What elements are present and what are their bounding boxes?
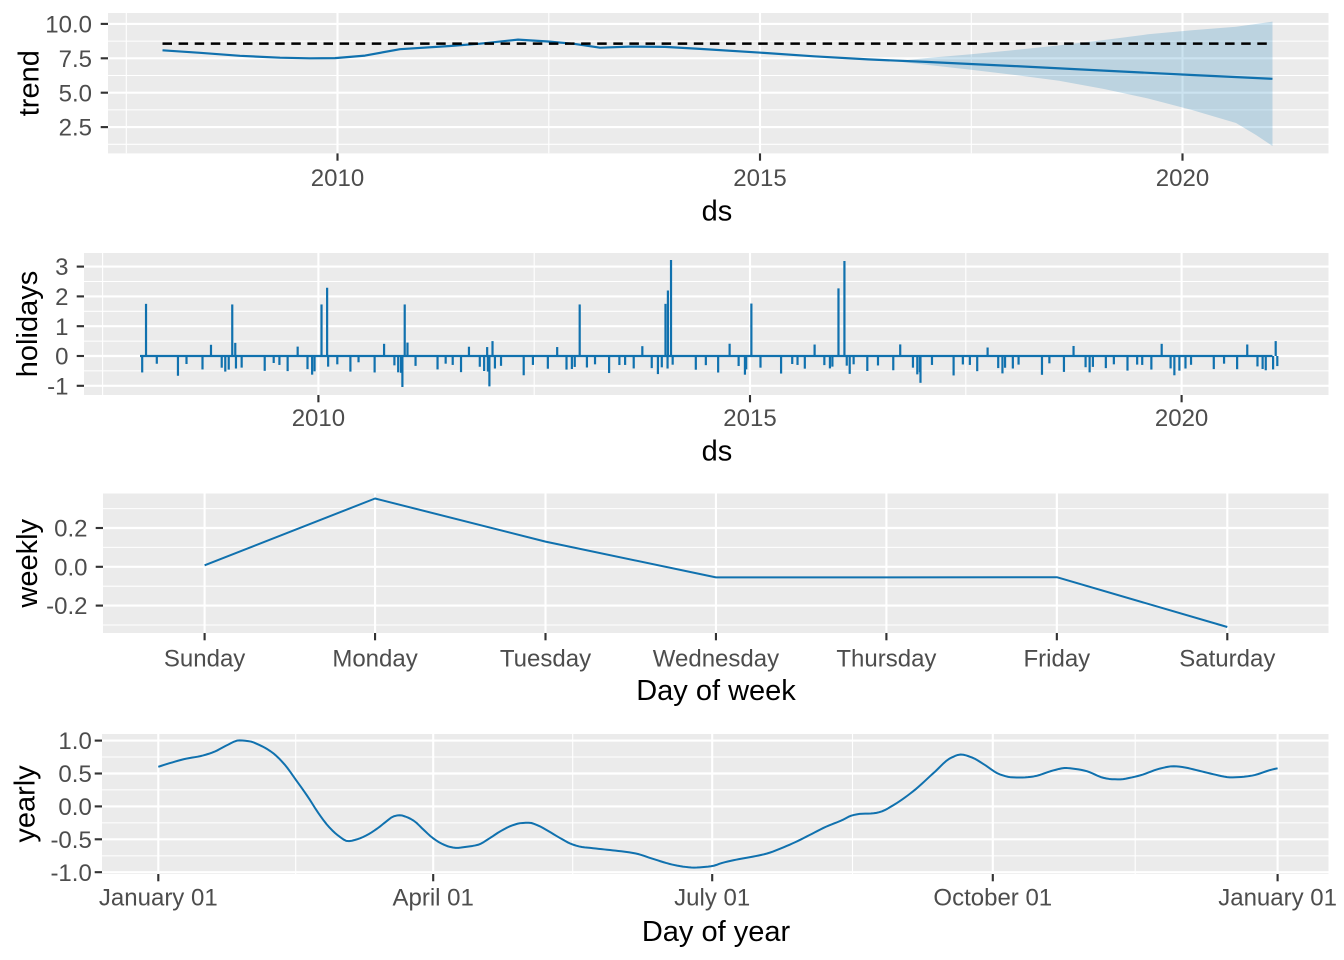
svg-text:0.0: 0.0 <box>58 794 91 821</box>
svg-text:0.2: 0.2 <box>54 516 87 543</box>
svg-text:Friday: Friday <box>1024 646 1091 673</box>
svg-text:7.5: 7.5 <box>59 46 92 73</box>
svg-text:Thursday: Thursday <box>836 646 936 673</box>
svg-text:April 01: April 01 <box>393 885 474 912</box>
svg-text:-0.2: -0.2 <box>46 593 87 620</box>
svg-text:2020: 2020 <box>1155 405 1208 432</box>
svg-text:Day of year: Day of year <box>642 916 791 948</box>
svg-text:Saturday: Saturday <box>1179 646 1275 673</box>
svg-text:ds: ds <box>702 195 733 227</box>
svg-text:Monday: Monday <box>332 646 417 673</box>
svg-text:0.0: 0.0 <box>54 554 87 581</box>
svg-text:holidays: holidays <box>12 271 44 377</box>
svg-text:-1.0: -1.0 <box>50 860 91 887</box>
svg-text:October 01: October 01 <box>933 885 1052 912</box>
svg-text:2: 2 <box>55 284 68 311</box>
svg-text:2015: 2015 <box>723 405 776 432</box>
svg-text:2020: 2020 <box>1156 165 1209 192</box>
svg-text:weekly: weekly <box>12 518 44 608</box>
svg-text:Day of week: Day of week <box>636 675 796 707</box>
svg-text:0.5: 0.5 <box>58 761 91 788</box>
svg-text:Wednesday: Wednesday <box>653 646 779 673</box>
svg-text:trend: trend <box>14 50 46 116</box>
svg-text:10.0: 10.0 <box>45 12 92 39</box>
svg-text:January 01: January 01 <box>99 885 218 912</box>
svg-text:January 01: January 01 <box>1218 885 1337 912</box>
svg-text:yearly: yearly <box>10 765 42 843</box>
svg-text:2010: 2010 <box>311 165 364 192</box>
svg-text:2015: 2015 <box>733 165 786 192</box>
svg-text:Sunday: Sunday <box>164 646 245 673</box>
svg-text:2010: 2010 <box>292 405 345 432</box>
svg-text:-1: -1 <box>47 373 68 400</box>
svg-text:3: 3 <box>55 254 68 281</box>
svg-text:Tuesday: Tuesday <box>500 646 591 673</box>
svg-text:0: 0 <box>55 344 68 371</box>
svg-text:ds: ds <box>702 436 733 468</box>
svg-text:2.5: 2.5 <box>59 115 92 142</box>
svg-text:-0.5: -0.5 <box>50 827 91 854</box>
svg-text:5.0: 5.0 <box>59 80 92 107</box>
svg-text:1.0: 1.0 <box>58 728 91 755</box>
svg-text:July 01: July 01 <box>674 885 750 912</box>
svg-text:1: 1 <box>55 314 68 341</box>
